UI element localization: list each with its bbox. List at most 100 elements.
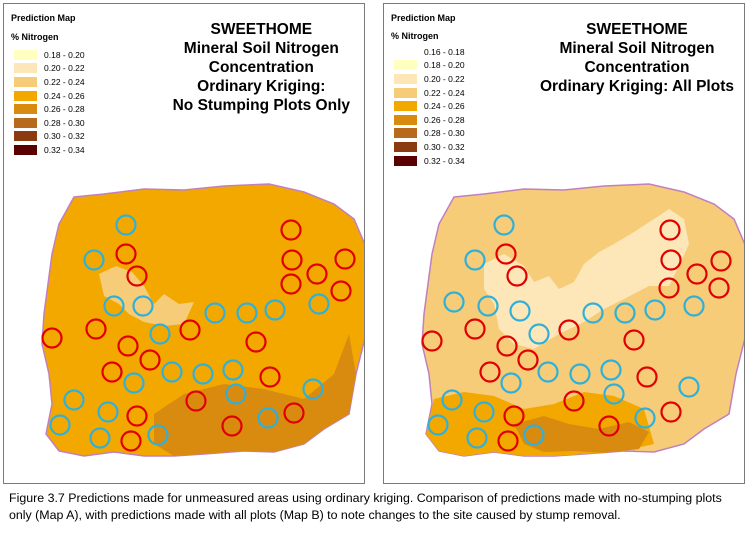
map-b-legend-swatch xyxy=(394,46,417,57)
map-b-stumping-plot-marker xyxy=(496,335,518,357)
map-b-stumping-plot-marker xyxy=(464,318,486,340)
map-a-legend: Prediction Map % Nitrogen 0.18 - 0.20 0.2… xyxy=(11,13,85,157)
map-b-no-stumping-plot-marker xyxy=(634,407,656,429)
map-a-stumping-plot-marker xyxy=(334,248,356,270)
map-a-legend-item: 0.26 - 0.28 xyxy=(11,102,85,116)
map-a-title-line: No Stumping Plots Only xyxy=(172,97,350,114)
map-b-title-line: Concentration xyxy=(584,59,690,76)
map-a-legend-label: 0.20 - 0.22 xyxy=(44,63,85,74)
map-b-legend-item: 0.32 - 0.34 xyxy=(391,154,465,168)
map-a-no-stumping-plot-marker xyxy=(236,302,258,324)
map-b-legend-label: 0.30 - 0.32 xyxy=(424,141,465,152)
map-b-no-stumping-plot-marker xyxy=(678,376,700,398)
map-b-legend-swatch xyxy=(394,60,417,71)
map-a-stumping-plot-marker xyxy=(280,219,302,241)
map-panel-b: Prediction Map % Nitrogen 0.16 - 0.18 0.1… xyxy=(383,3,745,484)
map-a-stumping-plot-marker xyxy=(120,430,142,452)
figure-caption: Figure 3.7 Predictions made for unmeasur… xyxy=(9,491,722,522)
map-a-no-stumping-plot-marker xyxy=(225,383,247,405)
map-a-no-stumping-plot-marker xyxy=(97,401,119,423)
map-a-stumping-plot-marker xyxy=(117,335,139,357)
map-a-no-stumping-plot-marker xyxy=(115,214,137,236)
map-a-legend-swatch xyxy=(14,76,37,87)
map-b-light-zone xyxy=(484,209,689,349)
map-a-legend-swatch xyxy=(14,131,37,142)
map-a-stumping-plot-marker xyxy=(281,249,303,271)
map-b-legend-label: 0.22 - 0.24 xyxy=(424,87,465,98)
map-a-legend-swatch xyxy=(14,49,37,60)
map-b-stumping-plot-marker xyxy=(660,401,682,423)
map-b-legend-label: 0.24 - 0.26 xyxy=(424,101,465,112)
map-a-title-line: Mineral Soil Nitrogen xyxy=(183,40,339,57)
map-a-stumping-plot-marker xyxy=(85,318,107,340)
map-b-legend-item: 0.30 - 0.32 xyxy=(391,140,465,154)
map-b-stumping-plot-marker xyxy=(598,415,620,437)
map-a-stumping-plot-marker xyxy=(139,349,161,371)
map-a-legend-swatch xyxy=(14,117,37,128)
map-a-stumping-plot-marker xyxy=(221,415,243,437)
map-a-plot-markers xyxy=(41,214,356,452)
map-a-legend-item: 0.24 - 0.26 xyxy=(11,89,85,103)
map-b-no-stumping-plot-marker xyxy=(569,363,591,385)
map-a-no-stumping-plot-marker xyxy=(149,323,171,345)
map-b-stumping-plot-marker xyxy=(558,319,580,341)
map-a-stumping-plot-marker xyxy=(115,243,137,265)
map-b-no-stumping-plot-marker xyxy=(582,302,604,324)
map-b-stumping-plot-marker xyxy=(497,430,519,452)
map-b-title-line: SWEETHOME xyxy=(586,21,688,38)
map-a-no-stumping-plot-marker xyxy=(89,427,111,449)
map-b-no-stumping-plot-marker xyxy=(614,302,636,324)
map-b-stumping-plot-marker xyxy=(503,405,525,427)
map-b-legend-label: 0.32 - 0.34 xyxy=(424,155,465,166)
map-a-legend-swatch xyxy=(14,144,37,155)
map-a-no-stumping-plot-marker xyxy=(49,414,71,436)
map-b-no-stumping-plot-marker xyxy=(441,389,463,411)
map-b-stumping-plot-marker xyxy=(686,263,708,285)
map-b-legend-swatch xyxy=(394,155,417,166)
map-b-legend-swatch xyxy=(394,73,417,84)
map-a-no-stumping-plot-marker xyxy=(161,361,183,383)
map-a-no-stumping-plot-marker xyxy=(63,389,85,411)
map-b-stumping-plot-marker xyxy=(636,366,658,388)
map-a-legend-item: 0.30 - 0.32 xyxy=(11,130,85,144)
map-a-legend-item: 0.18 - 0.20 xyxy=(11,48,85,62)
map-b-stumping-plot-marker xyxy=(495,243,517,265)
map-b-no-stumping-plot-marker xyxy=(493,214,515,236)
map-b-no-stumping-plot-marker xyxy=(473,401,495,423)
map-b-legend-swatch xyxy=(394,141,417,152)
map-a-stumping-plot-marker xyxy=(101,361,123,383)
map-a-no-stumping-plot-marker xyxy=(264,299,286,321)
map-a-no-stumping-plot-marker xyxy=(103,295,125,317)
map-b-no-stumping-plot-marker xyxy=(683,295,705,317)
map-a-canvas xyxy=(41,183,364,457)
map-b-legend-swatch xyxy=(394,114,417,125)
map-b-stumping-plot-marker xyxy=(623,329,645,351)
map-a-stumping-plot-marker xyxy=(126,405,148,427)
map-a-no-stumping-plot-marker xyxy=(132,295,154,317)
map-a-stumping-plot-marker xyxy=(41,327,63,349)
map-b-stumping-plot-marker xyxy=(710,250,732,272)
map-a-legend-swatch xyxy=(14,63,37,74)
map-b-legend-item: 0.22 - 0.24 xyxy=(391,86,465,100)
map-a-no-stumping-plot-marker xyxy=(308,293,330,315)
map-a-title: SWEETHOME Mineral Soil Nitrogen Concentr… xyxy=(173,20,350,115)
map-b-no-stumping-plot-marker xyxy=(427,414,449,436)
map-b-no-stumping-plot-marker xyxy=(537,361,559,383)
map-b-no-stumping-plot-marker xyxy=(528,323,550,345)
map-a-legend-swatch xyxy=(14,90,37,101)
map-a-legend-label: 0.24 - 0.26 xyxy=(44,90,85,101)
map-b-title-line: Ordinary Kriging: All Plots xyxy=(539,78,734,95)
map-a-legend-label: 0.18 - 0.20 xyxy=(44,49,85,60)
map-a-no-stumping-plot-marker xyxy=(192,363,214,385)
map-b-plot-markers xyxy=(421,214,732,452)
map-a-stumping-plot-marker xyxy=(179,319,201,341)
map-a-no-stumping-plot-marker xyxy=(123,372,145,394)
map-b-legend-swatch xyxy=(394,128,417,139)
map-b-legend-label: 0.16 - 0.18 xyxy=(424,46,465,57)
map-a-legend-item: 0.28 - 0.30 xyxy=(11,116,85,130)
map-a-legend-label: 0.28 - 0.30 xyxy=(44,117,85,128)
map-a-stumping-plot-marker xyxy=(330,280,352,302)
map-a-legend-swatch xyxy=(14,104,37,115)
map-b-legend-item: 0.18 - 0.20 xyxy=(391,59,465,73)
map-b-legend-label: 0.26 - 0.28 xyxy=(424,114,465,125)
